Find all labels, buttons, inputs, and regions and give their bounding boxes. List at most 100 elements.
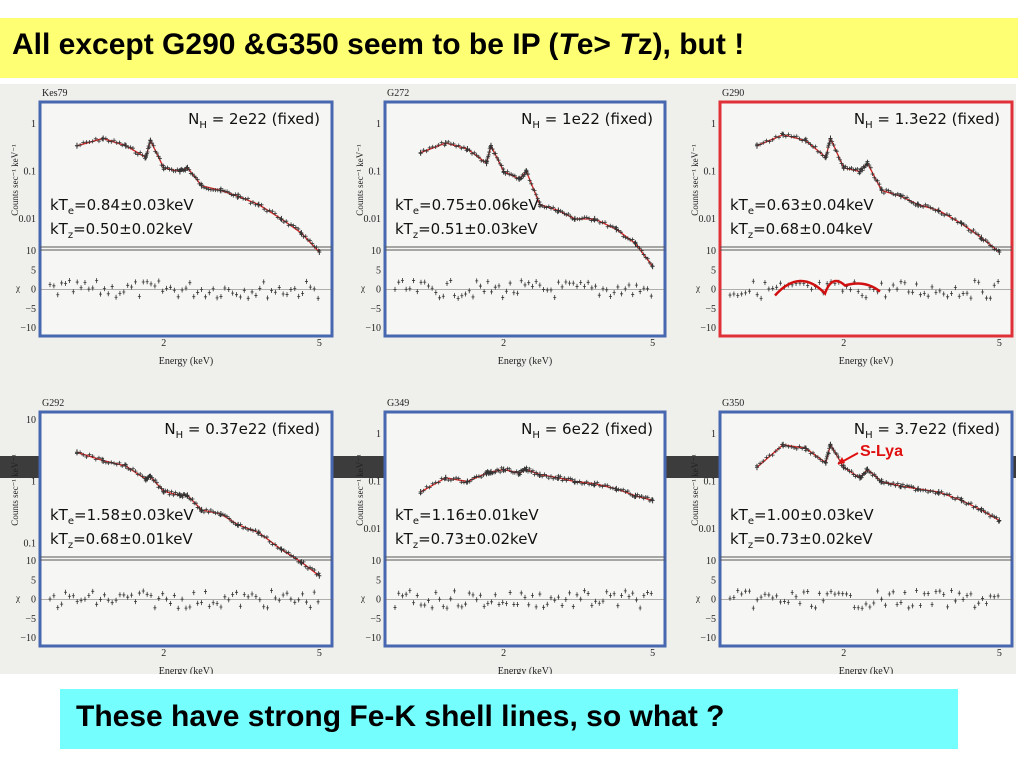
residual-point (612, 290, 616, 296)
data-point (299, 230, 304, 237)
residual-point (747, 288, 751, 294)
data-point (770, 137, 775, 142)
residual-point (744, 290, 748, 296)
residual-point (642, 285, 646, 291)
data-point (637, 494, 642, 499)
data-point (893, 193, 898, 198)
data-point (936, 207, 941, 214)
data-point (227, 516, 232, 521)
data-point (628, 492, 633, 497)
residual-point (285, 292, 289, 298)
residual-point (445, 605, 449, 611)
residual-hump-curve (774, 279, 881, 297)
data-point (966, 228, 971, 233)
data-point (267, 208, 272, 213)
data-point (246, 196, 251, 201)
data-point (824, 456, 829, 461)
residual-point (571, 604, 575, 610)
residual-point (759, 295, 763, 301)
data-point (262, 207, 267, 212)
data-point (861, 164, 866, 169)
data-point (286, 223, 291, 228)
panel-frame (718, 410, 1014, 648)
data-point (451, 476, 456, 481)
data-point (312, 244, 317, 249)
residual-point (397, 279, 401, 285)
data-point (625, 236, 630, 241)
data-point (489, 142, 494, 149)
residual-tick-label: 10 (706, 246, 716, 257)
residual-point (616, 284, 620, 290)
residual-point (586, 279, 590, 285)
residual-point (393, 286, 397, 292)
residual-point (242, 592, 246, 598)
residual-tick-label: 0 (376, 595, 381, 606)
residual-point (215, 295, 219, 301)
data-point (112, 461, 117, 466)
data-point (204, 186, 209, 191)
data-point (90, 139, 95, 144)
data-point (161, 488, 166, 495)
residual-tick-label: −5 (25, 304, 36, 315)
data-point (794, 446, 799, 451)
residual-point (534, 604, 538, 610)
residual-point (981, 596, 985, 602)
data-point (964, 502, 969, 507)
residual-point (87, 286, 91, 292)
residual-point (915, 281, 919, 287)
data-point (783, 443, 788, 448)
data-point (446, 139, 451, 144)
residual-point (126, 594, 130, 600)
data-point (138, 471, 143, 476)
data-point (517, 175, 522, 182)
residual-point (60, 280, 64, 286)
data-point (243, 197, 248, 202)
residual-point (110, 600, 114, 606)
data-point (815, 455, 820, 460)
residual-point (782, 598, 786, 604)
x-axis-label: Energy (keV) (498, 666, 553, 674)
data-point (436, 480, 441, 485)
data-point (138, 150, 143, 155)
residual-point (277, 597, 281, 603)
data-point (603, 220, 608, 225)
residual-point (887, 591, 891, 597)
residual-point (899, 599, 903, 605)
data-point (418, 149, 423, 156)
residual-tick-label: 0 (711, 285, 716, 296)
data-point (577, 217, 582, 222)
data-point (514, 469, 519, 474)
residual-point (969, 591, 973, 597)
slide-title: All except G290 &G350 seem to be IP (Te>… (12, 28, 745, 61)
residual-point (192, 590, 196, 596)
residual-point (957, 590, 961, 596)
data-point (936, 489, 941, 496)
y-tick-label: 1 (376, 119, 381, 130)
residual-point (568, 280, 572, 286)
ktz-annotation: kTz=0.73±0.02keV (730, 530, 873, 551)
data-point (992, 247, 997, 252)
residual-point (126, 282, 130, 288)
data-point (825, 150, 830, 155)
data-point (279, 215, 284, 222)
data-point (865, 160, 870, 167)
residual-point (848, 593, 852, 599)
residual-point (297, 293, 301, 299)
data-point (923, 488, 928, 493)
data-point (800, 138, 805, 143)
data-point (264, 535, 269, 540)
data-point (971, 228, 976, 233)
data-point (208, 507, 213, 512)
y-tick-label: 0.1 (704, 477, 717, 488)
residual-point (301, 591, 305, 597)
data-point (564, 478, 569, 483)
data-point (140, 474, 145, 479)
residual-point (430, 605, 434, 611)
data-point (465, 145, 470, 152)
data-point (213, 511, 218, 516)
data-point (973, 230, 978, 235)
data-point (862, 471, 867, 476)
y-tick-label: 1 (31, 477, 36, 488)
residual-point (203, 294, 207, 300)
data-point (476, 155, 481, 160)
